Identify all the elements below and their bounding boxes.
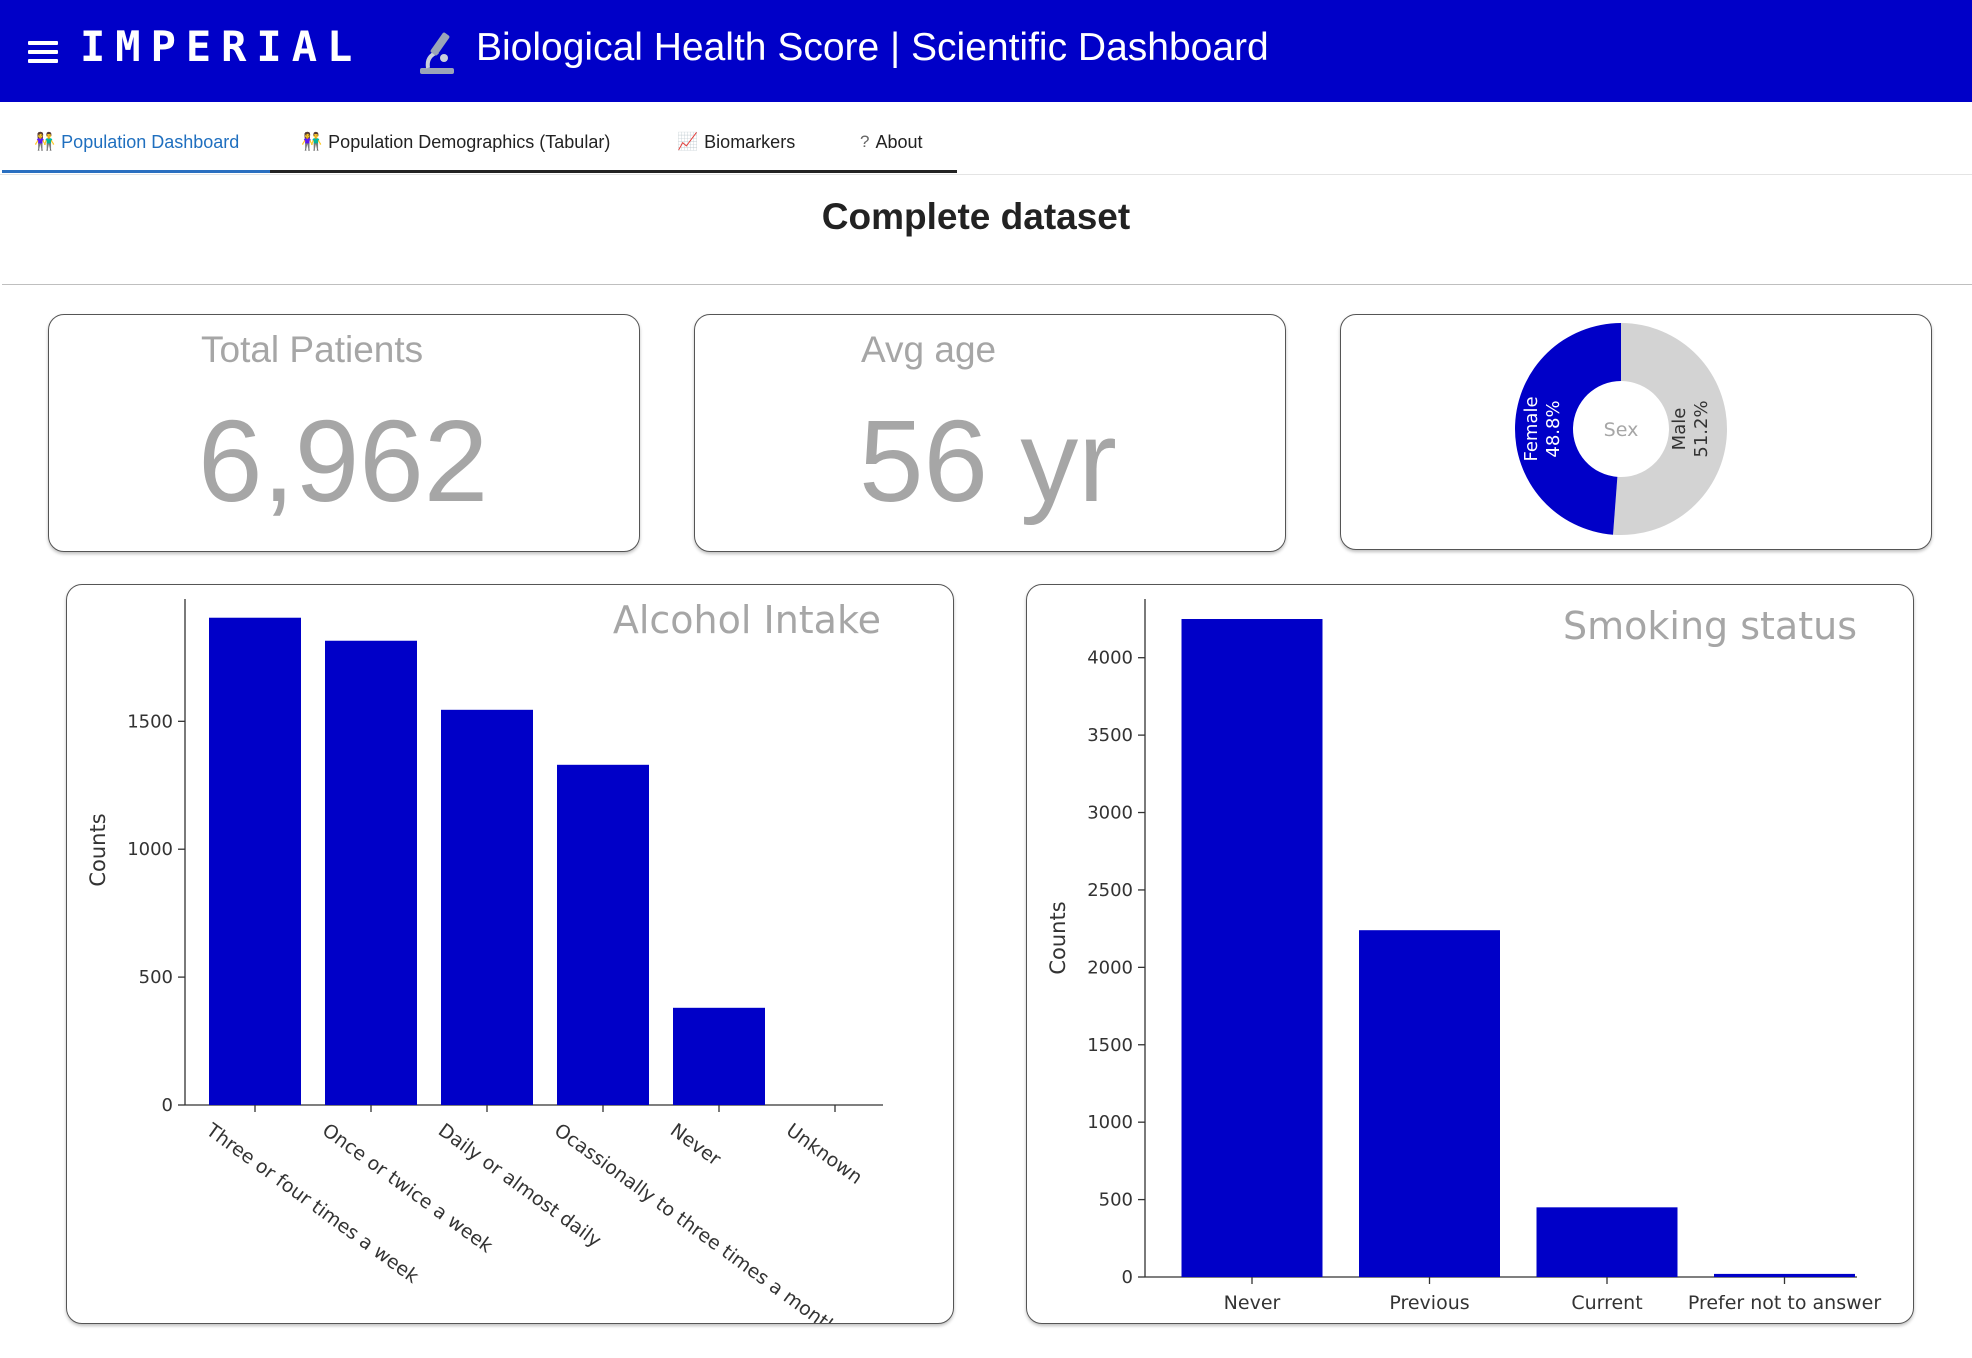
page-title: Complete dataset — [821, 196, 1131, 237]
y-tick-label: 500 — [139, 967, 173, 988]
tab-label: Population Demographics (Tabular) — [328, 132, 611, 152]
total-patients-card: Total Patients 6,962 — [48, 314, 640, 552]
y-tick-label: 2500 — [1087, 880, 1133, 901]
alcohol-intake-card: 0 500 1000 1500 Three or four times a week On… — [66, 584, 954, 1340]
people-icon: 👫 — [34, 132, 56, 151]
chart-title: Smoking status — [1563, 604, 1857, 648]
bar[interactable] — [673, 1007, 765, 1105]
pie-center-label: Sex — [1604, 419, 1639, 441]
hamburger-menu-icon[interactable] — [28, 41, 58, 63]
y-axis-label: Counts — [1046, 901, 1070, 974]
bar[interactable] — [209, 617, 301, 1105]
tab-label: Population Dashboard — [61, 132, 240, 152]
kpi-label: Total Patients — [201, 329, 424, 370]
x-tick-label: Current — [1571, 1292, 1642, 1314]
pie-slice-male[interactable] — [1613, 323, 1727, 535]
y-tick-label: 0 — [1122, 1267, 1133, 1288]
y-tick-label: 3000 — [1087, 803, 1133, 824]
tab-label: Biomarkers — [704, 132, 796, 152]
smoking-status-chart: 0 500 1000 1500 2000 2500 3000 3500 4000 Never Pre… — [1046, 599, 1882, 1314]
y-tick-label: 1500 — [127, 711, 173, 732]
tab-bar: 👫 Population Dashboard 👫 Population Demo… — [0, 102, 1972, 175]
tab-population-dashboard[interactable]: 👫 Population Dashboard — [34, 132, 239, 172]
pie-label-male: Male51.2% — [1669, 400, 1712, 457]
pie-label-female: Female48.8% — [1521, 396, 1564, 461]
kpi-value: 56 yr — [859, 396, 1117, 526]
bar[interactable] — [1359, 930, 1500, 1277]
avg-age-card: Avg age 56 yr — [694, 314, 1286, 552]
bar[interactable] — [1181, 619, 1323, 1277]
tab-about[interactable]: ? About — [860, 132, 923, 172]
x-tick-label: Prefer not to answer — [1688, 1292, 1882, 1314]
bar[interactable] — [441, 709, 533, 1105]
people-icon: 👫 — [301, 132, 323, 151]
microscope-icon — [420, 32, 454, 74]
divider — [2, 284, 1972, 285]
kpi-label: Avg age — [861, 329, 997, 370]
y-tick-label: 0 — [162, 1095, 173, 1116]
bar[interactable] — [1714, 1273, 1855, 1277]
x-tick-label: Never — [1224, 1292, 1281, 1314]
tab-label: About — [875, 132, 923, 152]
active-tab-indicator — [2, 170, 270, 173]
x-tick-label: Unknown — [782, 1119, 866, 1189]
sex-donut-chart: Female48.8% Male51.2% Sex — [1514, 323, 1727, 535]
y-tick-label: 4000 — [1087, 648, 1133, 669]
bar[interactable] — [1536, 1207, 1678, 1277]
brand-logo: IMPERIAL — [80, 22, 363, 71]
y-axis-label: Counts — [86, 813, 110, 886]
y-tick-label: 1000 — [1087, 1112, 1133, 1133]
tab-population-demographics[interactable]: 👫 Population Demographics (Tabular) — [301, 132, 610, 172]
smoking-status-card: 0 500 1000 1500 2000 2500 3000 3500 4000 Never Pre… — [1026, 584, 1914, 1324]
app-title: Biological Health Score | Scientific Das… — [476, 26, 1269, 69]
kpi-value: 6,962 — [198, 396, 489, 526]
y-tick-label: 1500 — [1087, 1035, 1133, 1056]
x-tick-label: Never — [666, 1119, 725, 1170]
y-tick-label: 500 — [1099, 1190, 1133, 1211]
tab-underline — [270, 170, 957, 173]
tab-biomarkers[interactable]: 📈 Biomarkers — [677, 132, 795, 172]
sex-donut-card: Female48.8% Male51.2% Sex — [1340, 314, 1932, 550]
app-header: IMPERIAL Biological Health Score | Scien… — [0, 0, 1972, 102]
y-tick-label: 3500 — [1087, 725, 1133, 746]
x-tick-label: Three or four times a week — [201, 1119, 422, 1288]
y-tick-label: 2000 — [1087, 957, 1133, 978]
x-tick-label: Previous — [1389, 1292, 1469, 1314]
chart-increasing-icon: 📈 — [677, 132, 699, 151]
question-mark-icon: ? — [860, 132, 870, 151]
pie-slice-female[interactable] — [1514, 323, 1621, 535]
bar[interactable] — [325, 640, 417, 1105]
y-tick-label: 1000 — [127, 839, 173, 860]
bar[interactable] — [557, 764, 649, 1105]
chart-title: Alcohol Intake — [613, 598, 881, 642]
